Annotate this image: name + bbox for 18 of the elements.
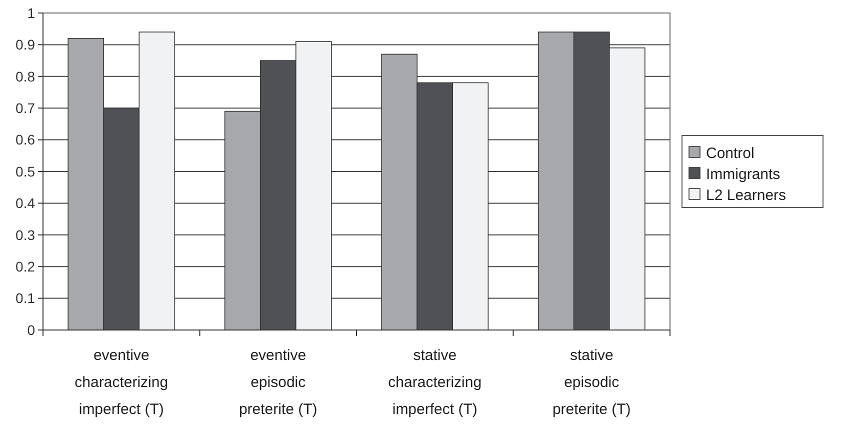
x-tick-label: stative episodic preterite (T): [552, 347, 631, 418]
legend-label: Control: [706, 144, 754, 162]
x-tick-label: stative characterizing imperfect (T): [388, 347, 482, 418]
y-tick-label: 0.3: [16, 226, 36, 243]
y-tick-label: 1: [27, 4, 36, 21]
legend-label: Immigrants: [706, 166, 780, 183]
y-tick-label: 0.5: [16, 163, 36, 180]
y-tick-label: 0.2: [16, 258, 36, 274]
y-tick-label: 0.6: [16, 132, 36, 148]
legend-label: L2 Learners: [706, 186, 786, 204]
y-tick-label: 0: [27, 322, 36, 338]
y-tick-label: 0.9: [16, 36, 36, 53]
x-tick-label: eventive episodic preterite (T): [238, 347, 318, 418]
y-tick-label: 0.7: [16, 100, 36, 116]
y-tick-label: 0.4: [16, 195, 36, 212]
y-tick-label: 0.8: [16, 68, 36, 84]
x-tick-label: eventive characterizing imperfect (T): [74, 347, 168, 418]
y-tick-label: 0.1: [16, 290, 36, 306]
